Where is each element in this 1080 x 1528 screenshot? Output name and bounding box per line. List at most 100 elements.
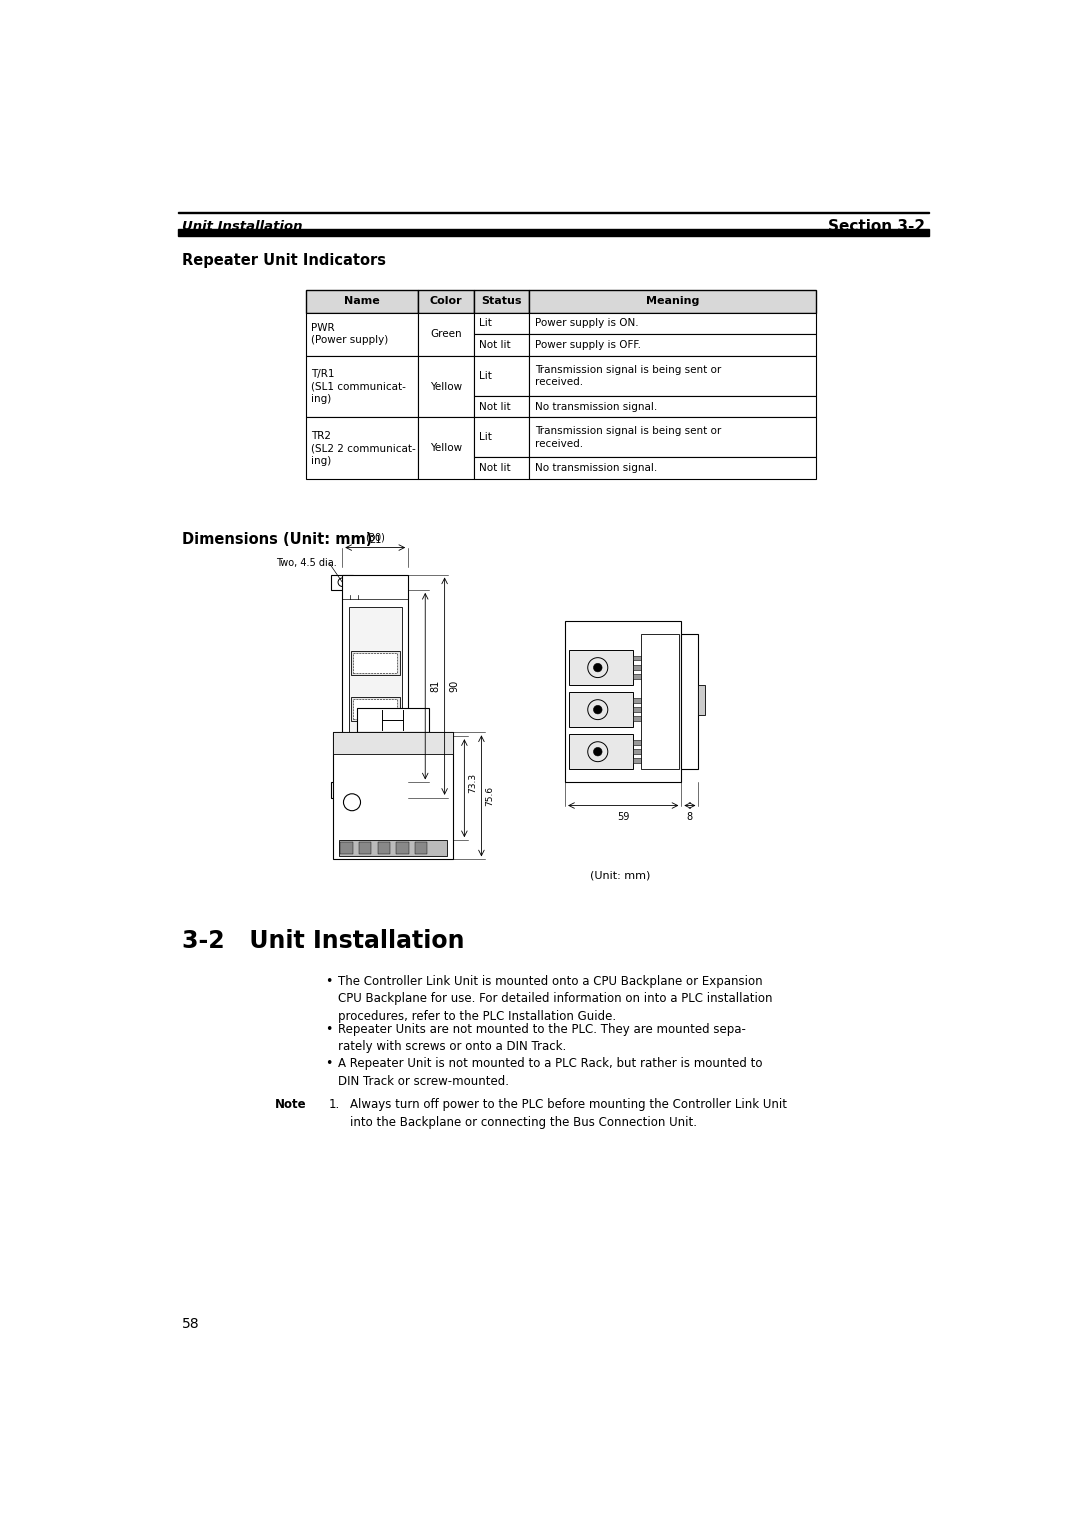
Text: A Repeater Unit is not mounted to a PLC Rack, but rather is mounted to
DIN Track: A Repeater Unit is not mounted to a PLC … [338,1057,762,1088]
Text: No transmission signal.: No transmission signal. [535,402,657,411]
Text: Lit: Lit [480,318,492,329]
Bar [378,842,390,854]
Bar [633,707,677,712]
Circle shape [594,706,602,714]
Bar [529,396,816,417]
Bar [633,674,677,678]
Bar [474,396,529,417]
Text: Not lit: Not lit [480,463,511,474]
Bar [333,732,453,753]
Bar [633,758,677,762]
Text: 73.3: 73.3 [469,773,477,793]
Bar [353,652,397,674]
Text: Repeater Units are not mounted to the PLC. They are mounted sepa-
rately with sc: Repeater Units are not mounted to the PL… [338,1022,746,1053]
Bar [569,649,633,686]
Bar [306,290,418,313]
Text: Dimensions (Unit: mm): Dimensions (Unit: mm) [181,532,372,547]
Bar [569,733,633,770]
Text: 21: 21 [369,535,381,545]
Bar [633,698,677,703]
Bar [474,417,529,457]
Text: Lit: Lit [480,432,492,443]
Text: Yellow: Yellow [430,443,462,454]
Bar [349,607,402,759]
Bar [529,417,816,457]
Bar [332,575,353,590]
Text: •: • [325,1022,333,1036]
Bar [569,692,633,727]
Text: •: • [325,1057,333,1070]
Bar [361,764,366,776]
Text: Unit Installation: Unit Installation [181,220,302,232]
Text: No transmission signal.: No transmission signal. [535,463,657,474]
Bar [565,620,681,782]
Text: PWR
(Power supply): PWR (Power supply) [311,322,388,345]
Bar [418,290,474,313]
Bar [349,761,402,779]
Text: 75.6: 75.6 [485,785,495,805]
Text: Yellow: Yellow [430,382,462,391]
Text: 1.: 1. [328,1099,340,1111]
Bar [418,356,474,417]
Bar [396,842,408,854]
Text: 59: 59 [617,811,630,822]
Bar [474,335,529,356]
Bar [332,782,353,798]
Bar [640,634,679,770]
Bar [356,707,429,732]
Circle shape [594,663,602,672]
Bar [474,356,529,396]
Text: Transmission signal is being sent or
received.: Transmission signal is being sent or rec… [535,426,721,449]
Bar [633,665,677,669]
Bar [379,764,384,776]
Bar [351,697,400,721]
Text: 3-2   Unit Installation: 3-2 Unit Installation [181,929,464,953]
Bar [306,313,418,356]
Bar [529,335,816,356]
Bar [529,313,816,335]
Bar [177,229,930,235]
Bar [306,417,418,480]
Bar [699,686,704,715]
Text: Not lit: Not lit [480,402,511,411]
Text: Power supply is OFF.: Power supply is OFF. [535,341,640,350]
Text: Color: Color [430,296,462,306]
Text: Note: Note [274,1099,306,1111]
Bar [418,417,474,480]
Text: Power supply is ON.: Power supply is ON. [535,318,638,329]
Bar [340,842,353,854]
Bar [359,842,372,854]
Bar [352,764,357,776]
Text: (30): (30) [365,532,386,542]
Text: TR2
(SL2 2 communicat-
ing): TR2 (SL2 2 communicat- ing) [311,431,416,466]
Text: •: • [325,975,333,989]
Text: Lit: Lit [480,371,492,380]
Bar [474,290,529,313]
Bar [681,634,699,770]
Text: Repeater Unit Indicators: Repeater Unit Indicators [181,252,386,267]
Bar [353,698,397,718]
Text: Always turn off power to the PLC before mounting the Controller Link Unit
into t: Always turn off power to the PLC before … [350,1099,787,1129]
Bar [370,764,376,776]
Text: The Controller Link Unit is mounted onto a CPU Backplane or Expansion
CPU Backpl: The Controller Link Unit is mounted onto… [338,975,772,1022]
Bar [333,732,453,859]
Text: Meaning: Meaning [646,296,700,306]
Bar [529,457,816,480]
Text: T/R1
(SL1 communicat-
ing): T/R1 (SL1 communicat- ing) [311,370,406,403]
Bar [389,764,394,776]
Bar [529,290,816,313]
Bar [474,313,529,335]
Text: (Unit: mm): (Unit: mm) [590,871,650,882]
Bar [529,356,816,396]
Text: Transmission signal is being sent or
received.: Transmission signal is being sent or rec… [535,365,721,387]
Bar [633,740,677,744]
Text: Status: Status [482,296,522,306]
Text: Green: Green [430,329,461,339]
Bar [351,651,400,675]
Bar [339,840,446,856]
Text: Section 3-2: Section 3-2 [828,219,926,234]
Circle shape [594,747,602,756]
Text: Not lit: Not lit [480,341,511,350]
Bar [415,842,428,854]
Text: Name: Name [343,296,379,306]
